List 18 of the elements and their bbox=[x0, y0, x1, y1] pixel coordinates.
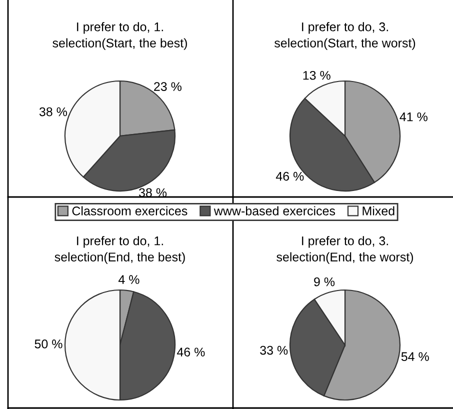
data-label: 54 % bbox=[401, 352, 429, 362]
data-label: 38 % bbox=[39, 107, 68, 116]
chart-title: I prefer to do, 1. selection(End, the best) bbox=[54, 236, 185, 264]
data-label: 9 % bbox=[314, 277, 335, 286]
legend-label: www-based exercices bbox=[214, 206, 336, 216]
data-label: 13 % bbox=[303, 70, 330, 80]
data-label: 50 % bbox=[34, 340, 62, 348]
data-label: 41 % bbox=[400, 112, 428, 122]
chart-title: I prefer to do, 1. selection(Start, the best) bbox=[52, 22, 187, 50]
data-label: 33 % bbox=[260, 346, 288, 355]
data-label: 46 % bbox=[176, 348, 205, 356]
data-label: 23 % bbox=[154, 82, 182, 91]
chart-title: I prefer to do, 3. selection(Start, the worst) bbox=[274, 22, 416, 50]
data-label: 46 % bbox=[276, 172, 304, 181]
chart-title: I prefer to do, 3. selection(End, the worst) bbox=[276, 236, 414, 264]
legend-label: Classroom exercices bbox=[72, 206, 188, 216]
legend-label: Mixed bbox=[362, 206, 394, 216]
data-label: 4 % bbox=[118, 275, 140, 284]
